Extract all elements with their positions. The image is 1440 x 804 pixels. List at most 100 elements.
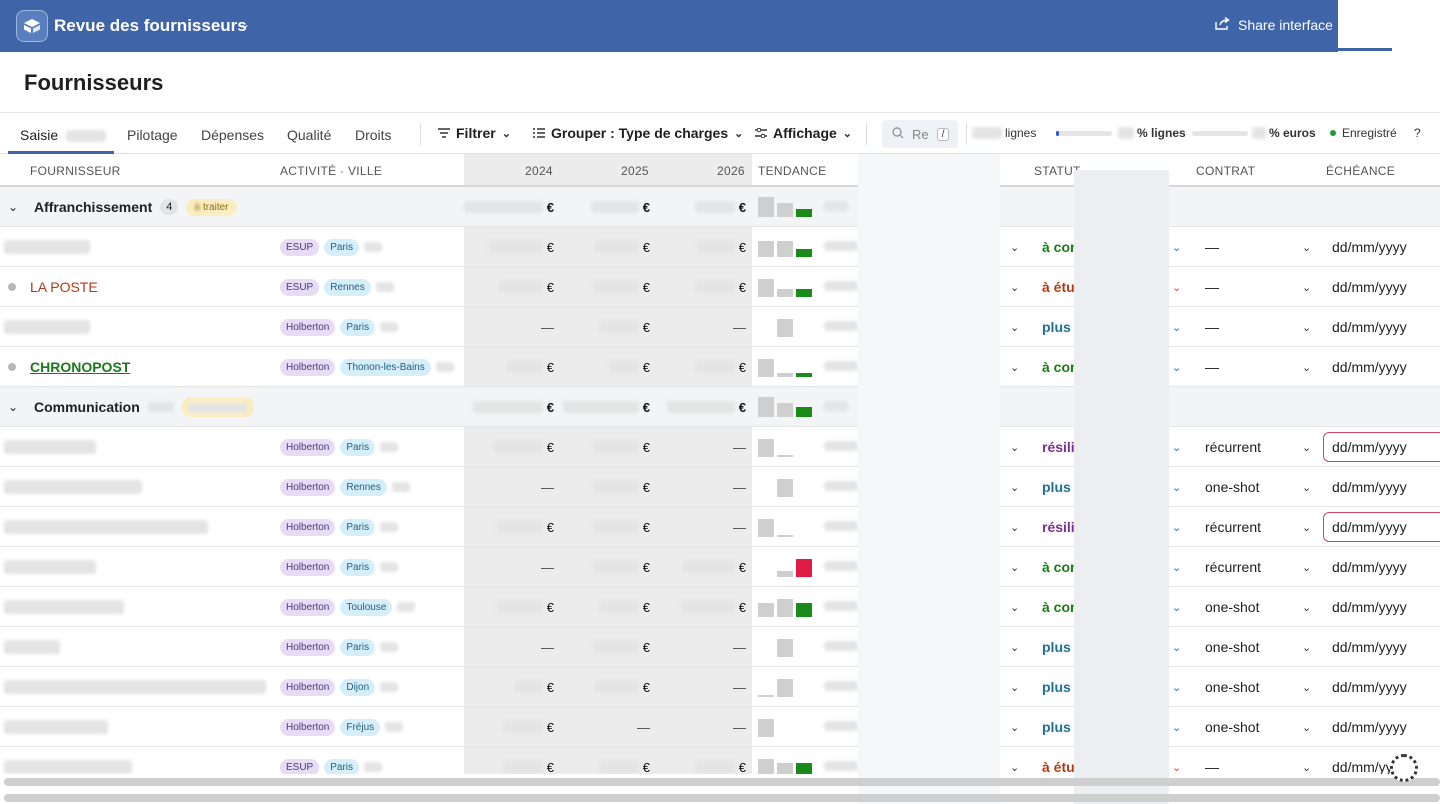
due-date-input[interactable]: dd/mm/yyyy — [1323, 432, 1440, 462]
col-header-activity[interactable]: ACTIVITÉ · VILLE — [280, 164, 383, 178]
search-input[interactable]: Re / — [882, 120, 958, 148]
contract-chevron-icon[interactable]: ⌄ — [1302, 241, 1312, 254]
status-value[interactable]: résili — [1042, 439, 1075, 455]
due-date-input[interactable]: dd/mm/yyyy — [1332, 319, 1407, 335]
supplier-name[interactable] — [4, 627, 274, 667]
table-row[interactable]: Holberton Paris — € € ⌄ à con ⌄ récurrent ⌄ dd/mm/… — [0, 547, 1440, 587]
table-row[interactable]: Holberton Fréjus € — — ⌄ plus ⌄ one-shot ⌄ dd/mm/y… — [0, 707, 1440, 747]
due-date-input[interactable]: dd/mm/yyyy — [1332, 639, 1407, 655]
tab-qualite[interactable]: Qualité — [287, 127, 332, 143]
contract-chevron-icon[interactable]: ⌄ — [1302, 641, 1312, 654]
activity-city[interactable]: ESUP Paris — [280, 227, 464, 267]
tab-pilotage[interactable]: Pilotage — [127, 127, 178, 143]
due-date-input[interactable]: dd/mm/yyyy — [1332, 719, 1407, 735]
amount-cell-2024[interactable]: € — [464, 587, 554, 627]
status-dropdown-chevron-icon[interactable]: ⌄ — [1010, 321, 1020, 334]
contract-chevron-icon[interactable]: ⌄ — [1302, 561, 1312, 574]
amount-cell-2026[interactable]: € — [656, 267, 746, 307]
horizontal-scrollbar[interactable] — [4, 778, 1440, 786]
due-date-input[interactable]: dd/mm/yyyy — [1332, 679, 1407, 695]
status-value[interactable]: résili — [1042, 519, 1075, 535]
supplier-name[interactable] — [4, 667, 274, 707]
amount-cell-2024[interactable]: € — [464, 507, 554, 547]
contract-value[interactable]: — — [1205, 279, 1219, 295]
status-dropdown-chevron-icon[interactable]: ⌄ — [1010, 361, 1020, 374]
contract-value[interactable]: récurrent — [1205, 559, 1262, 575]
status-chevron-icon[interactable]: ⌄ — [1172, 641, 1182, 654]
contract-chevron-icon[interactable]: ⌄ — [1302, 441, 1312, 454]
status-dropdown-chevron-icon[interactable]: ⌄ — [1010, 601, 1020, 614]
amount-cell-2024[interactable]: € — [464, 387, 554, 427]
amount-cell-2026[interactable]: — — [656, 427, 746, 467]
status-chevron-icon[interactable]: ⌄ — [1172, 361, 1182, 374]
amount-cell-2024[interactable]: € — [464, 267, 554, 307]
supplier-name[interactable]: CHRONOPOST — [4, 347, 274, 387]
tab-droits[interactable]: Droits — [355, 127, 392, 143]
status-value[interactable]: à con — [1042, 599, 1079, 615]
chevron-down-icon[interactable]: ⌄ — [240, 17, 251, 31]
col-header-2025[interactable]: 2025 — [621, 164, 649, 178]
activity-city[interactable]: Holberton Paris — [280, 627, 464, 667]
supplier-name[interactable]: LA POSTE — [4, 267, 274, 307]
status-value[interactable]: plus — [1042, 319, 1071, 335]
status-value[interactable]: plus — [1042, 479, 1071, 495]
contract-value[interactable]: one-shot — [1205, 599, 1260, 615]
status-dropdown-chevron-icon[interactable]: ⌄ — [1010, 441, 1020, 454]
table-row[interactable]: Holberton Paris — € — ⌄ plus ⌄ — ⌄ dd/mm/yyyy — [0, 307, 1440, 347]
activity-city[interactable]: Holberton Fréjus — [280, 707, 464, 747]
status-dropdown-chevron-icon[interactable]: ⌄ — [1010, 681, 1020, 694]
amount-cell-2025[interactable]: € — [560, 747, 650, 774]
status-value[interactable]: plus — [1042, 679, 1071, 695]
status-chevron-icon[interactable]: ⌄ — [1172, 321, 1182, 334]
table-row[interactable]: Holberton Dijon € € — ⌄ plus ⌄ one-shot ⌄ dd/mm/yy… — [0, 667, 1440, 707]
amount-cell-2024[interactable]: € — [464, 707, 554, 747]
amount-cell-2025[interactable]: € — [560, 267, 650, 307]
filter-button[interactable]: Filtrer ⌄ — [438, 125, 511, 141]
amount-cell-2025[interactable]: € — [560, 387, 650, 427]
status-dropdown-chevron-icon[interactable]: ⌄ — [1010, 561, 1020, 574]
status-dropdown-chevron-icon[interactable]: ⌄ — [1010, 281, 1020, 294]
supplier-name[interactable] — [4, 587, 274, 627]
activity-city[interactable]: Holberton Rennes — [280, 467, 464, 507]
group-row[interactable]: ⌄ Communication € € € — [0, 387, 1440, 427]
amount-cell-2026[interactable]: € — [656, 387, 746, 427]
collapse-chevron-icon[interactable]: ⌄ — [8, 400, 19, 414]
activity-city[interactable]: Holberton Paris — [280, 507, 464, 547]
amount-cell-2025[interactable]: € — [560, 467, 650, 507]
contract-chevron-icon[interactable]: ⌄ — [1302, 521, 1312, 534]
amount-cell-2025[interactable]: € — [560, 307, 650, 347]
contract-chevron-icon[interactable]: ⌄ — [1302, 361, 1312, 374]
amount-cell-2024[interactable]: — — [464, 627, 554, 667]
table-row[interactable]: Holberton Toulouse € € € ⌄ à con ⌄ one-shot ⌄ dd/m… — [0, 587, 1440, 627]
amount-cell-2026[interactable]: — — [656, 707, 746, 747]
table-row[interactable]: Holberton Paris € € — ⌄ résili ⌄ récurrent ⌄ dd/mm… — [0, 427, 1440, 467]
amount-cell-2025[interactable]: — — [560, 707, 650, 747]
due-date-input[interactable]: dd/mm/yyyy — [1332, 479, 1407, 495]
app-logo-icon[interactable] — [16, 10, 48, 42]
amount-cell-2026[interactable]: € — [656, 547, 746, 587]
status-chevron-icon[interactable]: ⌄ — [1172, 441, 1182, 454]
col-header-due[interactable]: ÉCHÉANCE — [1326, 164, 1396, 178]
col-header-trend[interactable]: TENDANCE — [758, 164, 827, 178]
app-title[interactable]: Revue des fournisseurs — [54, 16, 247, 35]
amount-cell-2024[interactable]: — — [464, 547, 554, 587]
amount-cell-2025[interactable]: € — [560, 427, 650, 467]
help-button[interactable]: ? — [1414, 126, 1421, 140]
amount-cell-2026[interactable]: € — [656, 187, 746, 227]
contract-chevron-icon[interactable]: ⌄ — [1302, 721, 1312, 734]
status-value[interactable]: à con — [1042, 359, 1079, 375]
status-dropdown-chevron-icon[interactable]: ⌄ — [1010, 761, 1020, 774]
status-chevron-icon[interactable]: ⌄ — [1172, 521, 1182, 534]
amount-cell-2025[interactable]: € — [560, 227, 650, 267]
due-date-input[interactable]: dd/mm/yyyy — [1332, 279, 1407, 295]
status-chevron-icon[interactable]: ⌄ — [1172, 601, 1182, 614]
supplier-name[interactable] — [4, 307, 274, 347]
contract-value[interactable]: — — [1205, 759, 1219, 774]
table-row[interactable]: ESUP Paris € € € ⌄ à étu ⌄ — ⌄ dd/mm/yyyy — [0, 747, 1440, 774]
amount-cell-2024[interactable]: — — [464, 307, 554, 347]
amount-cell-2025[interactable]: € — [560, 627, 650, 667]
supplier-name[interactable] — [4, 467, 274, 507]
amount-cell-2024[interactable]: — — [464, 467, 554, 507]
col-header-2026[interactable]: 2026 — [717, 164, 745, 178]
activity-city[interactable]: Holberton Thonon-les-Bains — [280, 347, 464, 387]
